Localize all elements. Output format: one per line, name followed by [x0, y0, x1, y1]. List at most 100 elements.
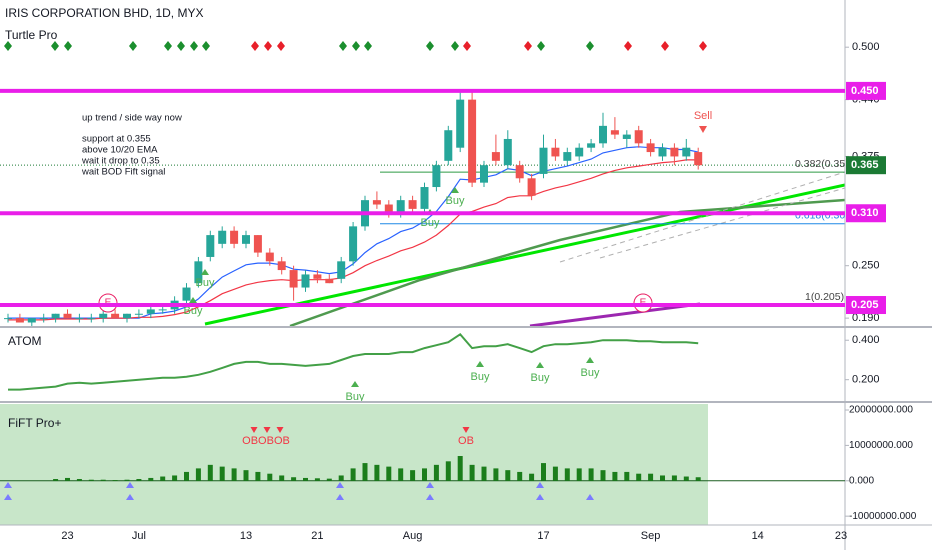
- bar: [648, 473, 654, 481]
- signal-label: Buy: [471, 371, 490, 383]
- candle-body: [563, 152, 572, 161]
- bar: [600, 470, 606, 481]
- candle-body: [289, 270, 298, 288]
- level-label-box: [846, 204, 886, 223]
- bar: [564, 468, 570, 481]
- candle-body: [491, 152, 500, 161]
- bar: [65, 477, 70, 481]
- candle-body: [610, 130, 619, 135]
- candle-body: [242, 235, 250, 244]
- bar: [374, 464, 380, 481]
- ob-arrow: [250, 427, 258, 433]
- signal-diamond: [164, 41, 172, 51]
- annotation: support at 0.355: [82, 134, 151, 145]
- candle-body: [670, 147, 679, 157]
- candle-body: [206, 235, 215, 257]
- bar: [219, 466, 225, 481]
- signal-arrow: [126, 482, 134, 488]
- signal-diamond: [190, 41, 198, 51]
- candle-body: [337, 261, 346, 279]
- candle-body: [396, 200, 405, 214]
- candle-body: [99, 313, 108, 319]
- bar: [195, 468, 201, 481]
- bar: [88, 479, 94, 481]
- bar: [124, 479, 130, 481]
- level-label: 0.450: [851, 85, 879, 97]
- x-tick-label: 23: [835, 530, 847, 542]
- candle-body: [420, 187, 429, 209]
- bar: [612, 471, 618, 481]
- candle-body: [134, 313, 143, 315]
- bar: [422, 468, 427, 481]
- signal-label: Buy: [346, 391, 365, 403]
- bar: [433, 464, 439, 481]
- candle-body: [658, 147, 667, 157]
- bar: [112, 480, 118, 481]
- chart-title: IRIS CORPORATION BHD, 1D, MYX: [5, 6, 203, 20]
- bar: [338, 475, 344, 481]
- signal-label: Buy: [184, 305, 203, 317]
- candle-body: [158, 309, 167, 311]
- x-tick-label: 23: [61, 530, 73, 542]
- x-tick-label: 14: [752, 530, 764, 542]
- bar: [671, 475, 677, 481]
- candle-body: [384, 204, 393, 214]
- signal-diamond: [352, 41, 360, 51]
- candle-body: [313, 274, 322, 279]
- y-tick-label: 0.200: [852, 374, 880, 386]
- signal-arrow: [699, 126, 707, 133]
- bar: [493, 468, 499, 481]
- signal-arrow: [536, 494, 544, 500]
- candle-body: [587, 143, 596, 148]
- candle-body: [194, 261, 203, 284]
- y-tick-label: 0.250: [852, 260, 880, 272]
- x-tick-label: Jul: [132, 530, 146, 542]
- candle-body: [230, 230, 239, 244]
- candle-body: [575, 147, 584, 157]
- bar: [695, 477, 701, 481]
- annotation: up trend / side way now: [82, 113, 182, 124]
- bar: [529, 473, 535, 481]
- bar: [148, 477, 154, 481]
- x-tick-label: 21: [311, 530, 323, 542]
- bar: [481, 466, 487, 481]
- bar: [517, 471, 523, 481]
- candle-body: [218, 230, 227, 244]
- candle-body: [63, 313, 72, 319]
- bar: [231, 468, 237, 481]
- bar: [469, 464, 475, 481]
- bar: [398, 468, 404, 481]
- candle-body: [301, 274, 310, 288]
- candle-body: [456, 99, 465, 148]
- trend-line: [529, 302, 701, 326]
- bar: [386, 466, 392, 481]
- bar: [576, 468, 582, 481]
- bar: [267, 473, 273, 481]
- signal-diamond: [251, 41, 259, 51]
- atom-line: [8, 332, 699, 391]
- candle-body: [253, 235, 262, 253]
- candle-body: [646, 143, 655, 153]
- ob-arrow: [462, 427, 470, 433]
- signal-diamond: [64, 41, 72, 51]
- x-tick-label: 13: [240, 530, 252, 542]
- signal-diamond: [177, 41, 185, 51]
- signal-diamond: [264, 41, 272, 51]
- pane-title: FiFT Pro+: [8, 416, 61, 430]
- y-tick-label: -10000000.000: [849, 511, 917, 522]
- bar: [362, 463, 368, 481]
- x-tick-label: Aug: [403, 530, 423, 542]
- pane-title: ATOM: [8, 334, 42, 348]
- bar: [76, 479, 82, 481]
- price-label-box: [846, 156, 886, 175]
- signal-diamond: [463, 41, 471, 51]
- candle-body: [599, 125, 607, 144]
- bar: [279, 475, 285, 481]
- y-tick-label: 0.000: [849, 475, 874, 486]
- fib-label: 0.382(0.35: [795, 158, 845, 170]
- signal-arrow: [426, 494, 434, 500]
- candle-body: [515, 165, 524, 179]
- candle-body: [325, 278, 334, 284]
- bar: [255, 471, 261, 481]
